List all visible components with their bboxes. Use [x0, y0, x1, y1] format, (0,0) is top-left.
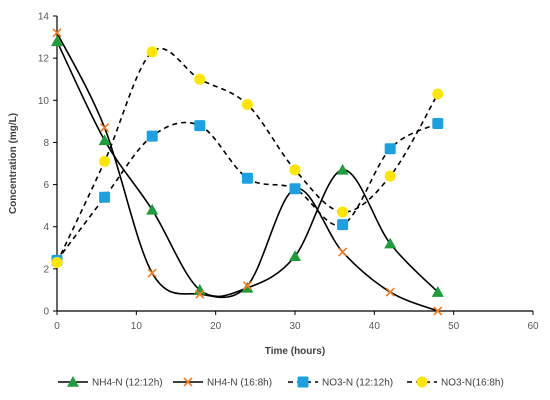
data-point-series-1	[51, 35, 63, 47]
series-lines	[56, 32, 439, 312]
data-point-series-3	[384, 143, 396, 155]
legend-marker	[297, 376, 309, 388]
y-tick-label: 4	[43, 222, 49, 233]
axes: 0 2 4 6 8 10 12 14 0 10 20 30 40 50 60	[38, 12, 539, 333]
legend-item-2: NH4-N (16:8h)	[173, 377, 272, 389]
y-tick-label: 0	[43, 307, 49, 318]
data-point-series-1	[431, 286, 444, 297]
data-point-series-1	[336, 163, 349, 175]
legend-label: NH4-N (12:12h)	[92, 378, 163, 389]
series-line-1	[56, 40, 439, 298]
data-point-series-1	[241, 281, 254, 293]
data-point-series-2	[195, 289, 205, 299]
data-point-series-3	[289, 183, 301, 195]
legend-label: NH4-N (16:8h)	[207, 378, 272, 389]
data-point-series-4	[289, 164, 301, 176]
legend-item-3: NO3-N (12:12h)	[288, 376, 393, 389]
data-point-series-4	[146, 46, 158, 58]
data-point-series-1	[98, 134, 111, 146]
y-tick-label: 2	[43, 264, 49, 275]
x-tick-label: 0	[54, 321, 60, 332]
data-point-series-3	[241, 172, 253, 184]
legend-marker	[183, 377, 193, 387]
y-tick-label: 14	[38, 12, 50, 23]
data-point-series-1	[384, 237, 397, 249]
y-axis-title: Concentration (mg/L)	[8, 113, 19, 214]
data-point-series-4	[194, 73, 206, 85]
data-point-series-4	[241, 99, 253, 110]
y-tick-label: 12	[38, 54, 50, 65]
y-tick-label: 10	[38, 96, 50, 107]
x-tick-label: 60	[527, 321, 539, 332]
data-point-series-2	[100, 123, 110, 133]
x-tick-label: 10	[131, 321, 143, 332]
data-point-series-3	[99, 191, 111, 203]
legend-label: NO3-N(16:8h)	[441, 378, 504, 389]
series-markers	[51, 28, 444, 316]
data-point-series-4	[51, 257, 63, 269]
data-point-series-3	[432, 117, 444, 129]
series-line-2	[56, 32, 439, 312]
data-point-series-4	[432, 88, 444, 100]
data-point-series-2	[433, 306, 443, 316]
data-point-series-2	[52, 28, 62, 38]
y-tick-label: 8	[43, 138, 49, 149]
x-tick-label: 50	[448, 321, 460, 332]
x-tick-label: 30	[289, 321, 301, 332]
data-point-series-2	[242, 281, 252, 291]
legend: NH4-N (12:12h) NH4-N (16:8h) NO3-N (12:12h…	[58, 376, 504, 389]
x-tick-label: 40	[369, 321, 381, 332]
x-axis-title: Time (hours)	[265, 346, 325, 357]
series-line-3	[56, 121, 439, 261]
data-point-series-1	[289, 250, 301, 262]
legend-label: NO3-N (12:12h)	[322, 378, 393, 389]
legend-marker	[416, 376, 428, 388]
legend-marker	[67, 376, 79, 387]
legend-item-4: NO3-N(16:8h)	[407, 376, 504, 389]
data-point-series-3	[337, 219, 349, 231]
legend-item-1: NH4-N (12:12h)	[58, 376, 163, 389]
data-point-series-2	[385, 287, 395, 297]
data-point-series-2	[147, 268, 157, 278]
x-tick-label: 20	[210, 321, 222, 332]
y-tick-label: 6	[43, 180, 49, 191]
data-point-series-2	[338, 247, 348, 257]
data-point-series-3	[194, 120, 206, 132]
data-point-series-3	[146, 130, 158, 142]
data-point-series-4	[384, 170, 396, 182]
data-point-series-1	[146, 203, 159, 215]
data-point-series-4	[337, 206, 349, 218]
data-point-series-4	[99, 155, 111, 167]
